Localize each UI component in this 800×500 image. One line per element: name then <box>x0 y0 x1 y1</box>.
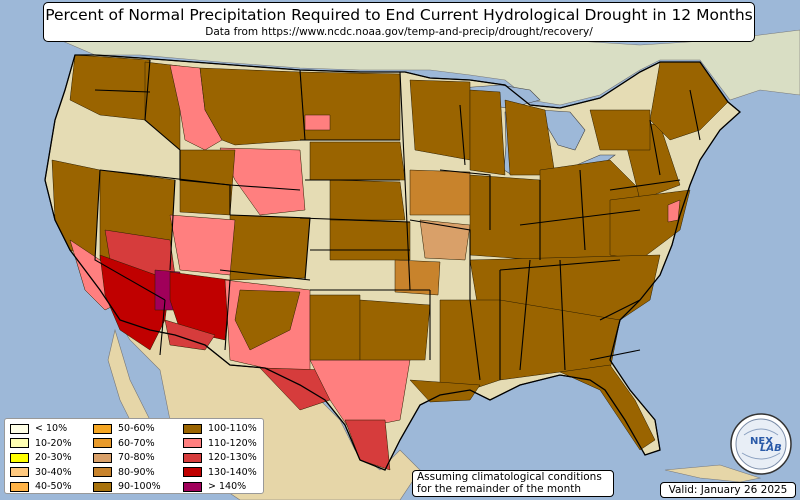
legend-swatch <box>10 467 29 477</box>
legend-swatch <box>93 467 112 477</box>
legend-swatch <box>10 481 29 492</box>
legend-item: 20-30% <box>10 452 72 463</box>
drought-region <box>469 89 506 176</box>
drought-region <box>394 259 441 296</box>
drought-region <box>344 419 391 471</box>
legend-swatch <box>10 452 29 463</box>
legend-label: 80-90% <box>118 466 155 478</box>
drought-region <box>409 379 481 403</box>
cuba-region <box>664 464 762 483</box>
legend-label: > 140% <box>208 481 247 492</box>
legend-swatch <box>183 467 202 477</box>
legend-swatch <box>93 481 112 492</box>
drought-region <box>234 289 301 351</box>
drought-region <box>419 219 471 261</box>
legend-swatch <box>10 423 29 434</box>
us-outline <box>44 54 741 471</box>
legend-label: 110-120% <box>208 437 257 449</box>
legend-item: 60-70% <box>93 438 155 449</box>
legend-label: 20-30% <box>35 452 72 463</box>
drought-region <box>469 174 541 261</box>
legend-item: 90-100% <box>93 481 161 492</box>
legend-label: 90-100% <box>118 481 161 492</box>
drought-region <box>329 219 411 261</box>
legend-item: 130-140% <box>183 467 257 478</box>
legend-swatch <box>93 452 112 463</box>
legend-label: 100-110% <box>208 423 257 434</box>
legend-swatch <box>183 438 202 448</box>
legend-swatch <box>93 438 112 448</box>
legend-label: 130-140% <box>208 466 257 478</box>
note-line-1: Assuming climatological conditions <box>417 471 602 483</box>
drought-region <box>229 214 311 281</box>
svg-text:LAB: LAB <box>760 443 782 454</box>
legend-label: 30-40% <box>35 466 72 478</box>
legend-item: 110-120% <box>183 438 257 449</box>
legend-label: 70-80% <box>118 452 155 463</box>
drought-region <box>309 141 406 181</box>
legend-item: 50-60% <box>93 423 155 434</box>
legend-label: < 10% <box>35 423 68 434</box>
state-borders <box>94 59 701 381</box>
svg-text:NEX: NEX <box>750 436 773 447</box>
drought-region <box>69 54 151 121</box>
legend: < 10% 10-20% 20-30% 30-40% 40-50% 50-60% 60-70… <box>4 418 264 494</box>
legend-label: 40-50% <box>35 481 72 492</box>
drought-region <box>559 364 656 451</box>
legend-label: 50-60% <box>118 423 155 434</box>
legend-swatch <box>183 481 202 492</box>
drought-region <box>409 169 471 216</box>
drought-region <box>304 114 331 131</box>
legend-item: < 10% <box>10 423 67 434</box>
drought-regions <box>51 54 729 471</box>
drought-region <box>309 294 361 361</box>
legend-item: 40-50% <box>10 481 72 492</box>
drought-region <box>164 319 216 351</box>
legend-item: 10-20% <box>10 438 72 449</box>
valid-date: Valid: January 26 2025 <box>660 482 796 498</box>
nexlab-logo: NEX LAB <box>730 413 792 475</box>
legend-label: 10-20% <box>35 437 72 449</box>
legend-item: 30-40% <box>10 467 72 478</box>
title-box: Percent of Normal Precipitation Required… <box>43 2 755 42</box>
climatology-note: Assuming climatological conditions for t… <box>412 470 614 497</box>
page-title: Percent of Normal Precipitation Required… <box>45 6 753 24</box>
legend-swatch <box>10 438 29 448</box>
drought-region <box>329 179 406 221</box>
note-line-2: for the remainder of the month <box>417 483 582 495</box>
legend-item: > 140% <box>183 481 246 492</box>
legend-label: 120-130% <box>208 452 257 463</box>
legend-item: 70-80% <box>93 452 155 463</box>
drought-region <box>169 214 236 276</box>
drought-region <box>439 299 501 391</box>
legend-item: 80-90% <box>93 467 155 478</box>
legend-swatch <box>93 423 112 434</box>
legend-item: 100-110% <box>183 423 257 434</box>
legend-label: 60-70% <box>118 437 155 449</box>
legend-swatch <box>183 423 202 434</box>
drought-region <box>589 109 651 151</box>
legend-swatch <box>183 452 202 463</box>
legend-item: 120-130% <box>183 452 257 463</box>
drought-region <box>359 299 431 361</box>
page-subtitle: Data from https://www.ncdc.noaa.gov/temp… <box>205 26 593 38</box>
